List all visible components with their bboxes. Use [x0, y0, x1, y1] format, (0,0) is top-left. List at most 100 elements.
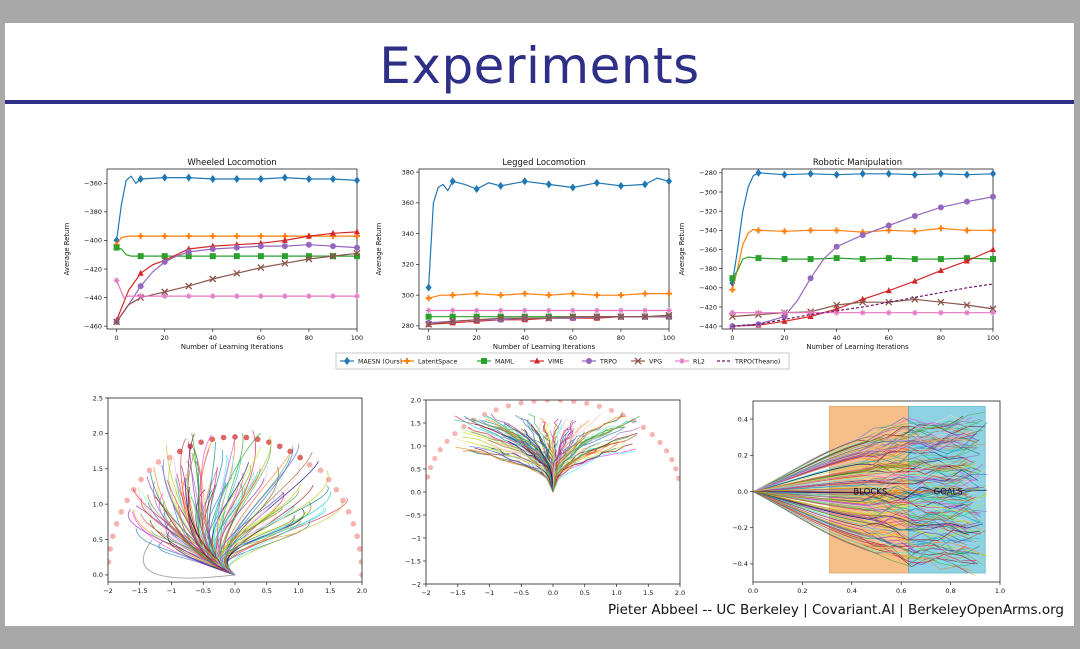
data-point: [329, 252, 337, 260]
data-point: [937, 204, 944, 211]
x-tick-label: 60: [885, 334, 893, 342]
data-point: [885, 287, 892, 294]
x-tick-label: −2: [421, 589, 431, 597]
data-point: [569, 290, 576, 297]
goal-marker: [350, 520, 357, 527]
data-point: [781, 317, 788, 324]
footer-credit: Pieter Abbeel -- UC Berkeley | Covariant…: [608, 602, 1064, 618]
data-point: [473, 290, 480, 297]
trajectories: [753, 405, 988, 576]
data-point: [257, 233, 264, 240]
trajectory: [753, 491, 970, 541]
x-tick-label: 40: [209, 334, 217, 342]
data-point: [305, 232, 312, 239]
trajectory: [753, 491, 966, 555]
data-point: [807, 309, 814, 316]
data-point: [963, 227, 970, 234]
data-point: [937, 169, 944, 178]
trajectory: [753, 461, 971, 492]
legend-marker: [586, 358, 592, 364]
trajectory: [753, 491, 979, 543]
goal-marker: [113, 520, 120, 527]
data-point: [305, 253, 312, 260]
data-point: [545, 314, 553, 322]
x-tick-label: 0.5: [262, 587, 272, 595]
data-point: [521, 314, 529, 322]
goal-marker: [505, 403, 511, 409]
goal-marker: [198, 439, 204, 445]
goal-marker: [493, 407, 499, 413]
goal-marker: [461, 423, 467, 430]
goal-marker: [608, 407, 615, 413]
y-tick-label: −2: [411, 580, 421, 588]
data-point: [569, 313, 577, 321]
data-point: [233, 175, 240, 183]
trajectory: [225, 452, 313, 576]
y-tick-label: 0.4: [738, 415, 748, 423]
y-tick-label: 0.5: [411, 465, 421, 473]
data-point: [329, 293, 336, 300]
trajectory: [753, 491, 981, 541]
data-point: [617, 313, 625, 321]
data-point: [233, 233, 240, 240]
data-point: [281, 243, 288, 250]
data-point: [833, 255, 840, 262]
goal-marker: [452, 430, 458, 437]
goal-marker: [544, 400, 550, 403]
data-point: [859, 232, 866, 239]
trajectory: [753, 491, 969, 564]
y-tick-label: 0.0: [93, 571, 103, 579]
data-point: [859, 169, 866, 178]
data-point: [755, 255, 762, 262]
legend-label: LatentSpace: [418, 358, 457, 365]
data-point: [354, 176, 360, 185]
trajectory: [471, 417, 554, 493]
trajectory: [551, 419, 562, 493]
plot-frame: [106, 168, 358, 330]
y-tick-label: 380: [402, 168, 414, 176]
data-point: [617, 292, 624, 299]
goal-marker: [531, 400, 537, 404]
trajectory: [753, 491, 977, 519]
blocks-label: BLOCKS: [853, 488, 887, 498]
goal-marker: [481, 411, 488, 418]
data-point: [521, 307, 528, 314]
trajectory: [753, 415, 966, 492]
trajectory: [753, 411, 985, 492]
data-point: [233, 293, 240, 300]
data-point: [233, 244, 240, 251]
data-point: [807, 227, 814, 234]
trajectory: [753, 480, 975, 495]
trajectory: [753, 474, 980, 492]
y-axis-label: Average Return: [375, 223, 383, 276]
y-tick-label: −1.5: [405, 557, 421, 565]
trajectory: [525, 419, 554, 493]
data-point: [137, 233, 144, 240]
data-point: [911, 170, 918, 179]
trajectory: [753, 489, 972, 504]
trajectory: [552, 439, 609, 493]
data-point: [305, 241, 312, 248]
trajectory: [753, 440, 970, 492]
trajectory: [524, 428, 554, 493]
data-point: [449, 307, 456, 314]
data-point: [425, 295, 432, 302]
data-point: [137, 175, 144, 183]
goal-marker: [571, 400, 577, 404]
data-point: [161, 288, 169, 296]
goal-marker: [345, 509, 352, 515]
trajectory: [515, 414, 554, 493]
goal-marker: [427, 464, 434, 471]
data-point: [425, 313, 432, 320]
x-tick-label: 0.6: [896, 587, 906, 595]
data-point: [937, 225, 944, 232]
x-tick-label: 100: [987, 334, 999, 342]
goal-marker: [306, 461, 313, 468]
trajectory: [552, 443, 633, 493]
data-point: [781, 228, 788, 235]
x-tick-label: 0.8: [945, 587, 955, 595]
data-point: [990, 245, 996, 252]
data-point: [859, 256, 866, 263]
goal-marker: [333, 486, 340, 493]
data-point: [911, 228, 918, 235]
